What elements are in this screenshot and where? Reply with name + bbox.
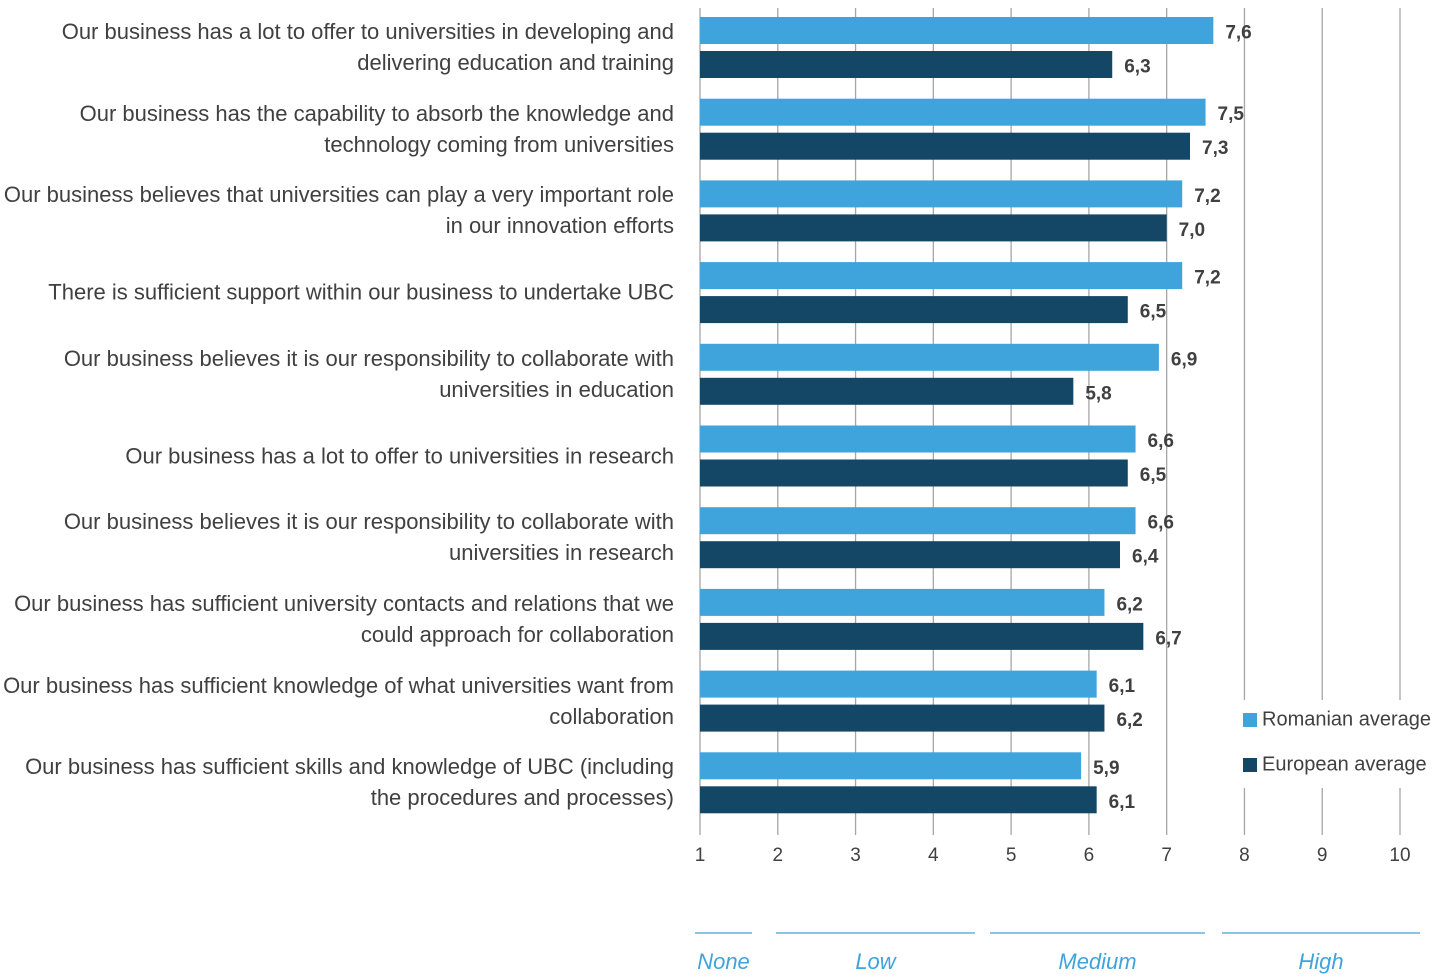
- category-label: Our business has the capability to absor…: [79, 100, 674, 157]
- data-label: 5,8: [1085, 383, 1111, 404]
- data-label: 5,9: [1093, 758, 1119, 779]
- scale-band-label: None: [697, 949, 750, 974]
- data-label: 6,5: [1140, 302, 1167, 323]
- data-label: 6,4: [1132, 547, 1159, 568]
- data-label: 7,2: [1194, 186, 1220, 207]
- category-label: Our business has a lot to offer to unive…: [125, 443, 674, 468]
- category-label: Our business believes that universities …: [3, 182, 674, 239]
- category-label: There is sufficient support within our b…: [48, 279, 674, 305]
- data-label: 7,2: [1194, 268, 1220, 289]
- bar: [700, 343, 1159, 371]
- legend-background: [1236, 700, 1444, 788]
- x-tick-label: 7: [1161, 845, 1172, 866]
- category-label: Our business has sufficient knowledge of…: [3, 672, 674, 729]
- data-label: 6,1: [1109, 676, 1136, 697]
- x-tick-label: 10: [1389, 845, 1410, 866]
- x-tick-label: 3: [850, 845, 861, 866]
- legend-swatch: [1243, 758, 1257, 772]
- x-tick-label: 4: [928, 845, 939, 866]
- data-label: 6,6: [1148, 431, 1174, 452]
- bar: [700, 507, 1136, 535]
- data-label: 7,5: [1218, 104, 1245, 125]
- data-label: 6,5: [1140, 465, 1167, 486]
- bar: [700, 51, 1113, 78]
- x-tick-label: 6: [1084, 845, 1095, 866]
- bar: [700, 786, 1097, 814]
- legend-label: Romanian average: [1262, 708, 1431, 730]
- bar: [700, 377, 1074, 405]
- data-label: 6,2: [1116, 710, 1142, 731]
- scale-band-label: Medium: [1058, 949, 1136, 974]
- x-tick-label: 1: [695, 845, 706, 866]
- category-label: Our business has a lot to offer to unive…: [61, 19, 674, 75]
- bar: [700, 622, 1144, 650]
- data-label: 7,0: [1179, 220, 1205, 241]
- data-label: 7,3: [1202, 138, 1228, 159]
- category-label: Our business has sufficient skills and k…: [25, 754, 674, 811]
- bar: [700, 425, 1136, 453]
- data-label: 6,3: [1124, 57, 1150, 78]
- bar: [700, 214, 1167, 242]
- x-tick-label: 8: [1239, 845, 1250, 866]
- data-label: 7,6: [1225, 23, 1251, 44]
- data-label: 6,7: [1155, 628, 1181, 649]
- bar: [700, 588, 1105, 616]
- scale-band-label: High: [1298, 949, 1343, 974]
- category-label: Our business has sufficient university c…: [14, 590, 674, 647]
- data-label: 6,1: [1109, 792, 1136, 813]
- bar: [700, 704, 1105, 732]
- bar: [700, 752, 1082, 780]
- bar: [700, 670, 1097, 698]
- x-tick-label: 5: [1006, 845, 1017, 866]
- data-label: 6,6: [1148, 513, 1174, 534]
- x-tick-label: 2: [772, 845, 783, 866]
- legend-swatch: [1243, 713, 1257, 727]
- data-label: 6,2: [1116, 594, 1142, 615]
- bar: [700, 541, 1120, 569]
- category-label: Our business believes it is our responsi…: [63, 345, 674, 402]
- bar: [700, 17, 1214, 44]
- bar: [700, 262, 1183, 290]
- x-tick-label: 9: [1317, 845, 1328, 866]
- category-label: Our business believes it is our responsi…: [63, 509, 674, 566]
- data-label: 6,9: [1171, 349, 1197, 370]
- bar: [700, 132, 1190, 160]
- bar: [700, 296, 1128, 324]
- scale-band-label: Low: [855, 949, 897, 974]
- bar: [700, 180, 1183, 208]
- bar: [700, 98, 1206, 126]
- bar: [700, 459, 1128, 487]
- legend-label: European average: [1262, 753, 1427, 775]
